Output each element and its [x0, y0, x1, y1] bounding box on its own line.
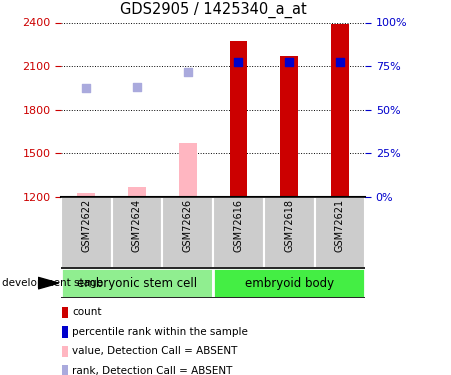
- Text: embryoid body: embryoid body: [244, 277, 334, 290]
- Text: count: count: [72, 308, 101, 317]
- Bar: [61, 268, 213, 298]
- Bar: [281, 56, 298, 197]
- Point: [184, 69, 191, 75]
- Bar: [179, 143, 197, 197]
- Text: GSM72624: GSM72624: [132, 199, 142, 252]
- Bar: [213, 197, 264, 268]
- Text: GSM72618: GSM72618: [284, 199, 294, 252]
- Point: [235, 59, 242, 65]
- Text: GSM72626: GSM72626: [183, 199, 193, 252]
- Bar: [264, 197, 315, 268]
- Bar: [62, 365, 68, 375]
- Bar: [331, 24, 349, 197]
- Bar: [112, 197, 162, 268]
- Text: value, Detection Call = ABSENT: value, Detection Call = ABSENT: [72, 346, 238, 356]
- Point: [133, 84, 141, 90]
- Bar: [213, 268, 365, 298]
- Bar: [62, 346, 68, 357]
- Bar: [62, 307, 68, 318]
- Bar: [128, 187, 146, 197]
- Text: development stage: development stage: [2, 278, 103, 288]
- Bar: [78, 192, 95, 197]
- Text: percentile rank within the sample: percentile rank within the sample: [72, 327, 248, 337]
- Point: [336, 59, 344, 65]
- Text: rank, Detection Call = ABSENT: rank, Detection Call = ABSENT: [72, 366, 233, 375]
- Bar: [315, 197, 365, 268]
- Bar: [61, 197, 112, 268]
- Text: GSM72616: GSM72616: [234, 199, 244, 252]
- Text: embryonic stem cell: embryonic stem cell: [77, 277, 197, 290]
- Point: [285, 59, 293, 65]
- Text: GSM72622: GSM72622: [81, 199, 91, 252]
- Bar: [162, 197, 213, 268]
- Polygon shape: [38, 278, 59, 289]
- Bar: [230, 41, 247, 197]
- Point: [83, 85, 90, 91]
- Title: GDS2905 / 1425340_a_at: GDS2905 / 1425340_a_at: [120, 2, 307, 18]
- Bar: [62, 326, 68, 338]
- Text: GSM72621: GSM72621: [335, 199, 345, 252]
